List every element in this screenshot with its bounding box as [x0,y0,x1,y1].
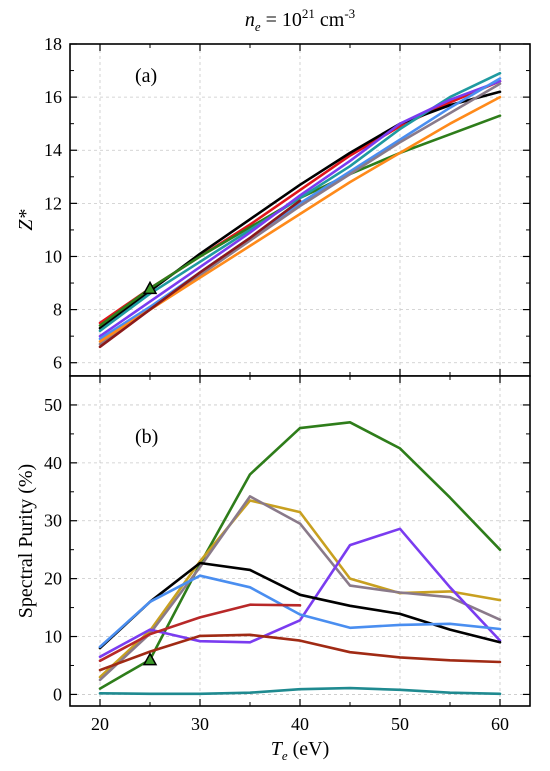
ytick-label: 0 [53,684,62,704]
series-line-b7 [98,633,502,672]
title-unit: cm [315,9,345,31]
panel-b-ticks: 20 30 40 50 60 0 10 20 30 40 50 [44,376,530,734]
panel-b-spectral-purity: 20 30 40 50 60 0 10 20 30 40 50 (b) Spectral Purit… [15,375,531,763]
series-line-b2 [98,495,502,682]
series-line-a5 [98,77,502,341]
panel-b-ylabel: Spectral Purity (%) [15,464,37,618]
panel-a-label: (a) [135,65,157,87]
ytick-label: 6 [53,353,62,373]
triangle-marker-a [142,280,158,295]
title-sub: e [255,19,261,34]
series-line-a8 [98,199,302,349]
ytick-label: 50 [44,395,62,415]
xtick-label: 40 [291,714,309,734]
series-line-b8 [98,686,502,696]
xlabel-unit: (eV) [288,738,330,760]
ytick-label: 20 [44,569,62,589]
title-unit-sup: -3 [344,6,355,21]
ytick-label: 40 [44,453,62,473]
series-line-b5 [98,574,502,649]
ytick-label: 10 [44,627,62,647]
ytick-label: 18 [44,34,62,54]
figure-title: ne = 1021 cm-3 [245,6,355,34]
series-line-b6 [98,603,302,663]
triangle-marker-b [142,652,158,666]
ytick-label: 10 [44,246,62,266]
panel-b-xlabel: Te (eV) [271,738,330,763]
panel-a-ylabel: Z* [15,209,37,230]
title-eq: = 10 [261,9,302,31]
panel-b-markers [142,652,158,666]
xlabel-base: T [271,738,284,760]
xlabel-sub: e [282,748,288,763]
series-line-b1 [98,499,502,679]
panel-a-series [98,71,502,349]
xtick-label: 60 [491,714,509,734]
ytick-label: 16 [44,87,62,107]
ytick-label: 12 [44,193,62,213]
series-line-a7 [98,95,502,343]
panel-b-label: (b) [135,426,158,448]
panel-b-series [98,420,502,696]
xtick-label: 20 [91,714,109,734]
ytick-label: 30 [44,511,62,531]
panel-a-ticks: 6 8 10 12 14 16 18 [44,34,530,376]
ytick-label: 14 [44,140,62,160]
xtick-label: 50 [391,714,409,734]
panel-a-zstar: 6 8 10 12 14 16 18 (a) Z* [15,34,531,377]
title-base: n [245,9,255,31]
series-line-a4 [98,79,502,338]
panel-a-markers [142,280,158,295]
xtick-label: 30 [191,714,209,734]
title-sup: 21 [302,6,315,21]
panel-b-grid [70,376,530,706]
ytick-label: 8 [53,300,62,320]
series-line-b3 [98,527,502,659]
